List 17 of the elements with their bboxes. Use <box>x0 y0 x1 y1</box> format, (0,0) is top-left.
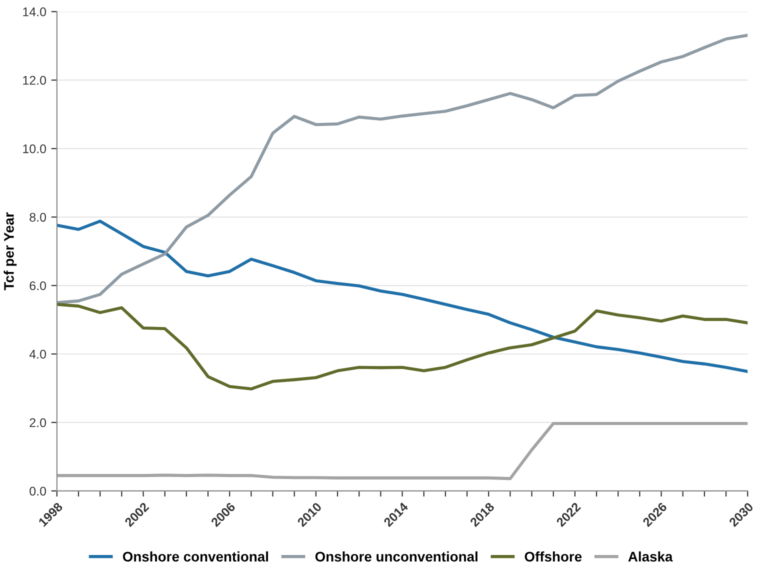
legend-label: Onshore conventional <box>122 551 268 562</box>
y-tick-label: 0.0 <box>30 486 46 496</box>
y-axis-title: Tcf per Year <box>4 212 17 290</box>
line-series <box>56 34 748 304</box>
line-series <box>56 422 748 480</box>
line-series <box>56 220 748 373</box>
line-series <box>56 302 748 390</box>
y-tick-label: 4.0 <box>29 350 46 359</box>
y-tick-label: 6.0 <box>30 281 46 290</box>
legend-label: Onshore unconventional <box>315 551 478 562</box>
legend-label: Offshore <box>524 551 582 562</box>
y-tick-label: 8.0 <box>30 212 46 222</box>
legend-label: Alaska <box>628 551 673 562</box>
y-tick-label: 10.0 <box>23 144 46 154</box>
y-tick-label: 2.0 <box>30 418 46 428</box>
y-tick-label: 14.0 <box>23 7 46 16</box>
y-tick-label: 12.0 <box>23 76 46 85</box>
